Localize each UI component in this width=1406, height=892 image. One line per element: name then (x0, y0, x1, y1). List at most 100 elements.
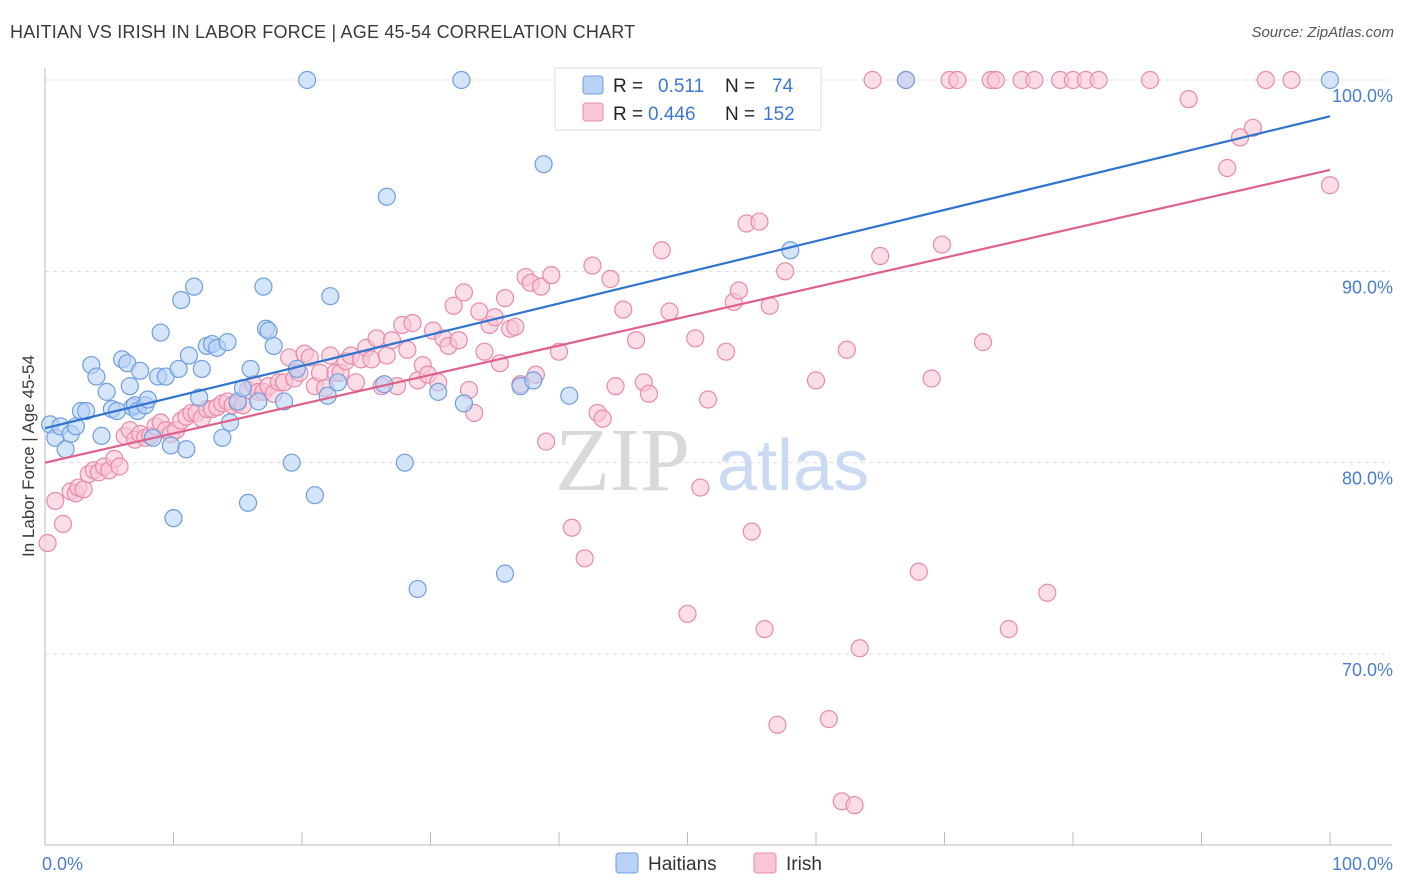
irish-point (506, 317, 525, 336)
irish-point (575, 549, 594, 568)
irish-point (1218, 158, 1237, 178)
haitians-trendline (44, 115, 1331, 430)
trendlines (44, 115, 1331, 464)
irish-point (310, 363, 330, 382)
irish-point (742, 522, 761, 541)
irish-point (1140, 70, 1160, 90)
series-haitians-points (41, 70, 1340, 599)
haitian-point (120, 377, 139, 396)
irish-point (537, 432, 556, 451)
irish-point (932, 235, 952, 254)
irish-point (871, 246, 890, 266)
irish-point (768, 715, 787, 734)
irish-point (729, 281, 749, 300)
haitian-point (184, 277, 204, 296)
haitian-point (97, 382, 116, 401)
haitian-point (264, 336, 283, 356)
bottom-legend-swatch-haitians (615, 852, 639, 874)
x-tick-label-end: 100.0% (1332, 854, 1393, 874)
irish-point (542, 266, 561, 285)
irish-point (531, 277, 551, 296)
irish-point (1089, 70, 1108, 90)
haitian-point (92, 426, 111, 445)
irish-point (750, 212, 769, 231)
legend-swatch-haitians (582, 75, 604, 95)
haitian-point (395, 453, 414, 472)
haitian-point (298, 70, 317, 90)
haitian-point (130, 361, 150, 380)
haitian-point (495, 564, 515, 583)
gridlines (45, 79, 1390, 655)
y-tick-label: 70.0% (1342, 660, 1393, 680)
irish-point (74, 480, 93, 499)
haitian-point (56, 440, 75, 459)
irish-point (398, 340, 417, 359)
haitian-point (896, 70, 916, 90)
irish-point (948, 70, 967, 90)
watermark-zip: ZIP (555, 411, 690, 510)
irish-point (698, 390, 718, 409)
irish-point (1282, 70, 1301, 90)
irish-point (606, 377, 625, 396)
irish-point (922, 369, 941, 388)
bottom-legend: Haitians Irish (615, 852, 822, 875)
haitian-point (161, 436, 181, 455)
axes (44, 68, 1392, 846)
irish-point (626, 331, 646, 350)
haitian-point (429, 382, 448, 401)
irish-point (346, 373, 366, 392)
irish-point (1038, 583, 1057, 602)
legend-haitians-n-label: N = (725, 76, 755, 97)
irish-point (678, 604, 697, 623)
bottom-legend-irish: Irish (786, 854, 822, 875)
chart-title: HAITIAN VS IRISH IN LABOR FORCE | AGE 45… (10, 22, 636, 42)
irish-point (377, 346, 396, 365)
irish-point (1025, 70, 1044, 90)
irish-point (691, 478, 710, 497)
x-tick-labels: 0.0% 100.0% (42, 854, 1393, 874)
irish-point (593, 409, 612, 428)
bottom-legend-swatch-irish (753, 852, 777, 874)
haitian-point (249, 392, 268, 411)
irish-point (403, 313, 422, 333)
irish-point (38, 533, 57, 553)
irish-point (444, 296, 463, 315)
x-tick-label-start: 0.0% (42, 854, 83, 874)
irish-point (1320, 176, 1340, 195)
legend-irish-r-label: R = (613, 104, 643, 125)
haitian-point (241, 359, 260, 379)
irish-point (495, 289, 515, 308)
haitian-point (781, 241, 800, 260)
y-tick-label: 90.0% (1342, 277, 1393, 297)
haitian-point (164, 509, 183, 528)
irish-point (639, 384, 659, 403)
irish-point (562, 518, 581, 537)
legend-irish-n-value: 152 (763, 104, 795, 125)
haitian-point (377, 187, 396, 206)
haitian-point (192, 359, 211, 379)
irish-point (1243, 118, 1263, 137)
legend-irish-r-value: 0.446 (648, 104, 696, 125)
haitian-point (524, 371, 543, 390)
haitian-point (169, 359, 188, 379)
legend-haitians-r-value: 0.511 (658, 76, 704, 97)
irish-point (716, 342, 736, 361)
y-axis-title: In Labor Force | Age 45-54 (19, 355, 38, 557)
haitian-point (560, 386, 579, 405)
irish-point (850, 639, 869, 658)
irish-point (53, 514, 73, 533)
irish-point (601, 269, 620, 289)
haitian-point (254, 277, 273, 296)
haitian-point (534, 155, 553, 174)
irish-point (845, 796, 864, 815)
haitian-point (454, 394, 474, 413)
irish-point (1179, 90, 1198, 109)
haitian-point (408, 579, 427, 599)
irish-point (837, 340, 856, 359)
irish-point (776, 262, 795, 281)
haitian-point (328, 373, 348, 392)
irish-trendline (44, 168, 1331, 464)
haitian-point (218, 333, 237, 352)
haitian-point (179, 346, 199, 365)
chart-source: Source: ZipAtlas.com (1251, 24, 1394, 41)
